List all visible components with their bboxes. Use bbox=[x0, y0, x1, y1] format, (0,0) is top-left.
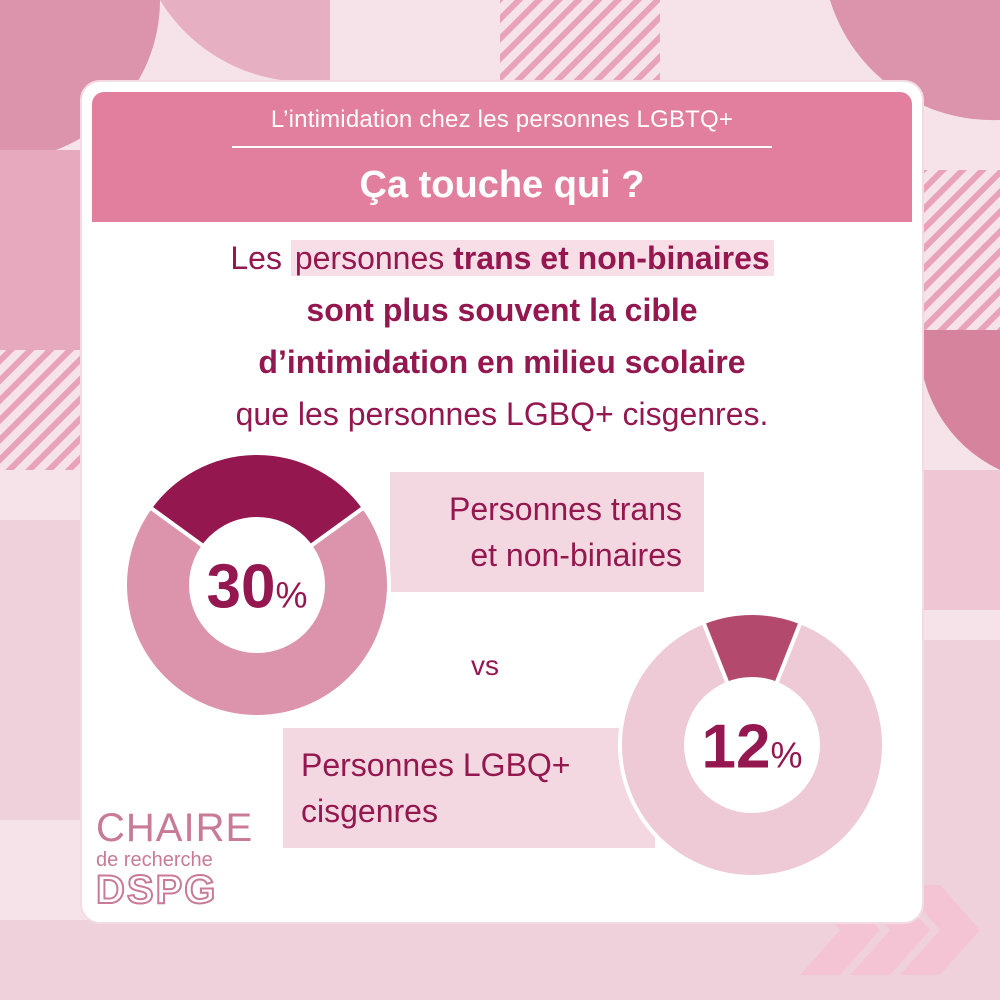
page-title: Ça touche qui ? bbox=[359, 164, 645, 206]
statement-line-1-pre: Les bbox=[230, 240, 291, 276]
statement-line-1: Les personnes trans et non-binaires bbox=[122, 232, 882, 284]
donut-2-value-label: 12% bbox=[702, 712, 803, 781]
label-lgbq-cisgender: Personnes LGBQ+ cisgenres bbox=[283, 728, 655, 848]
statement-line-3-bold: d’intimidation en milieu scolaire bbox=[258, 344, 746, 380]
donut-1-hole bbox=[189, 517, 325, 653]
donut-1-value-unit: % bbox=[275, 574, 307, 615]
comparison-vs: vs bbox=[471, 650, 499, 681]
logo-chaire: CHAIRE bbox=[96, 806, 254, 850]
logo-dspg: DSPG bbox=[95, 867, 218, 913]
donut-2-value-number: 12 bbox=[702, 712, 771, 781]
label-cis-line-2: cisgenres bbox=[301, 793, 438, 829]
key-statement: Les personnes trans et non-binaires sont… bbox=[122, 232, 882, 440]
header-banner: L’intimidation chez les personnes LGBTQ+… bbox=[92, 92, 912, 222]
statement-line-1-bold: trans et non-binaires bbox=[453, 240, 770, 276]
label-cis-line-1: Personnes LGBQ+ bbox=[301, 747, 571, 783]
statement-line-1-highlight: personnes bbox=[294, 240, 454, 276]
logo-de-recherche: de recherche bbox=[96, 849, 213, 871]
donut-1-value-number: 30 bbox=[207, 552, 276, 621]
label-trans-line-1: Personnes trans bbox=[448, 491, 682, 527]
statement-line-2-bold: sont plus souvent la cible bbox=[306, 292, 698, 328]
statement-line-2: sont plus souvent la cible bbox=[122, 284, 882, 336]
statement-line-4: que les personnes LGBQ+ cisgenres. bbox=[235, 396, 769, 432]
header-kicker: L’intimidation chez les personnes LGBTQ+ bbox=[270, 106, 734, 133]
donut-2-value-unit: % bbox=[770, 734, 802, 775]
statement-line-3: d’intimidation en milieu scolaire bbox=[122, 336, 882, 388]
donut-2-hole bbox=[684, 677, 820, 813]
logo-chaire-dspg: CHAIRE de recherche DSPG bbox=[95, 806, 254, 913]
statement-highlight: personnes trans et non-binaires bbox=[290, 240, 774, 276]
label-trans-line-2: et non-binaires bbox=[470, 537, 682, 573]
label-trans-non-binary: Personnes trans et non-binaires bbox=[390, 472, 704, 592]
header-divider bbox=[232, 146, 772, 148]
donut-1-value-label: 30% bbox=[207, 552, 308, 621]
